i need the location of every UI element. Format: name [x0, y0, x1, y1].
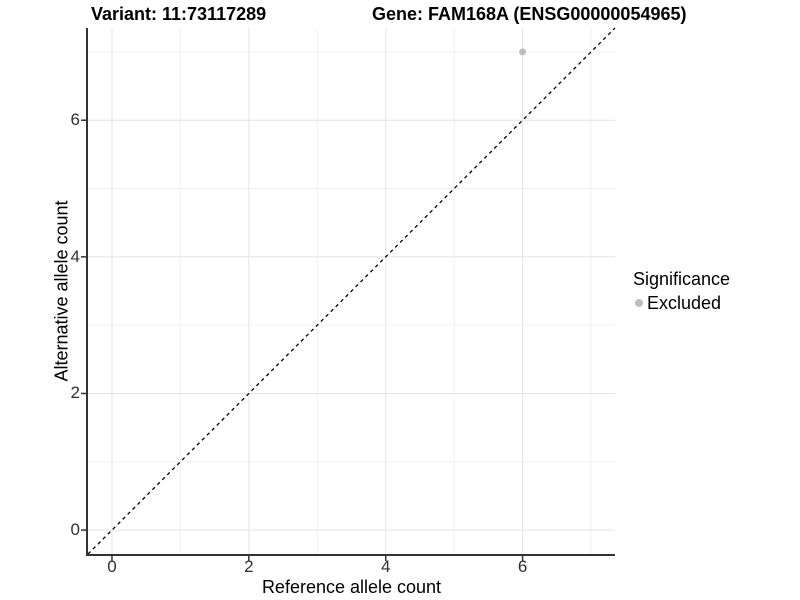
variant-title: Variant: 11:73117289 [91, 4, 267, 24]
gene-title: Gene: FAM168A (ENSG00000054965) [372, 4, 687, 24]
legend-title: Significance [633, 269, 731, 289]
legend: Significance Excluded [633, 269, 730, 313]
legend-item-label: Excluded [647, 293, 722, 313]
data-point [519, 48, 527, 56]
y-axis-label: Alternative allele count [51, 200, 72, 382]
excluded-point-icon [635, 299, 643, 307]
x-axis-label: Reference allele count [261, 577, 442, 597]
identity-line [87, 27, 616, 555]
legend-item-excluded: Excluded [633, 293, 730, 313]
